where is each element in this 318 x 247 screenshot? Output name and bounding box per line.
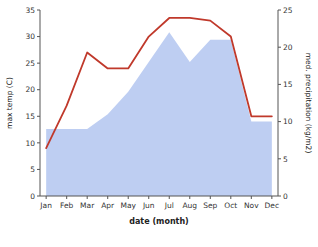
- x-tick: [87, 196, 88, 199]
- x-tick: [251, 196, 252, 199]
- temp-line: [46, 18, 272, 148]
- y2-tick: [278, 10, 281, 11]
- x-tick-label: Nov: [244, 201, 259, 210]
- precip-area: [46, 32, 272, 196]
- x-tick-label: May: [120, 201, 136, 210]
- y-tick-label: 5: [30, 165, 35, 174]
- x-tick: [230, 196, 231, 199]
- x-tick-label: Oct: [224, 201, 237, 210]
- x-tick-label: Jan: [39, 201, 52, 210]
- y2-tick: [278, 196, 281, 197]
- x-tick-label: Aug: [182, 201, 197, 210]
- x-tick: [46, 196, 47, 199]
- y-tick: [37, 89, 40, 90]
- x-tick-label: Dec: [265, 201, 280, 210]
- x-axis-label: date (month): [129, 217, 189, 226]
- y2-tick-label: 25: [283, 6, 293, 15]
- chart-container: JanFebMarAprMayJunJulAugSepOctNovDec0510…: [0, 0, 318, 247]
- y2-tick: [278, 47, 281, 48]
- x-tick-label: Apr: [101, 201, 115, 210]
- y-tick: [37, 63, 40, 64]
- x-tick: [66, 196, 67, 199]
- y-tick-label: 25: [25, 59, 35, 68]
- y2-axis-label: med. precipitation (kg/m2): [304, 53, 313, 154]
- y-tick: [37, 142, 40, 143]
- x-tick-label: Feb: [60, 201, 74, 210]
- y-tick: [37, 196, 40, 197]
- y-tick-label: 15: [25, 112, 35, 121]
- y-axis-line: [40, 10, 41, 196]
- x-tick-label: Jun: [142, 201, 155, 210]
- axes: JanFebMarAprMayJunJulAugSepOctNovDec0510…: [5, 6, 313, 226]
- x-tick: [210, 196, 211, 199]
- x-tick-label: Sep: [203, 201, 217, 210]
- y-tick-label: 10: [25, 139, 35, 148]
- y2-tick-label: 5: [283, 155, 288, 164]
- x-tick: [169, 196, 170, 199]
- chart: JanFebMarAprMayJunJulAugSepOctNovDec0510…: [0, 0, 318, 247]
- y2-tick: [278, 121, 281, 122]
- x-tick: [189, 196, 190, 199]
- y-tick: [37, 36, 40, 37]
- y-tick: [37, 169, 40, 170]
- y2-tick: [278, 158, 281, 159]
- x-tick: [271, 196, 272, 199]
- y-axis-label: max temp (C): [5, 77, 14, 129]
- y2-axis-line: [278, 10, 279, 196]
- y-tick-label: 20: [25, 85, 35, 94]
- y-tick: [37, 10, 40, 11]
- y2-tick-label: 10: [283, 117, 293, 126]
- x-tick: [107, 196, 108, 199]
- y-tick-label: 35: [25, 6, 35, 15]
- y2-tick-label: 20: [283, 43, 293, 52]
- data-layer: [46, 18, 272, 196]
- x-tick: [128, 196, 129, 199]
- y2-tick: [278, 84, 281, 85]
- x-tick-label: Jul: [164, 201, 174, 210]
- x-axis-line: [40, 196, 278, 197]
- y-tick-label: 30: [25, 32, 35, 41]
- y2-tick-label: 15: [283, 80, 293, 89]
- y2-tick-label: 0: [283, 192, 288, 201]
- y-tick-label: 0: [30, 192, 35, 201]
- x-tick-label: Mar: [80, 201, 95, 210]
- y-tick: [37, 116, 40, 117]
- x-tick: [148, 196, 149, 199]
